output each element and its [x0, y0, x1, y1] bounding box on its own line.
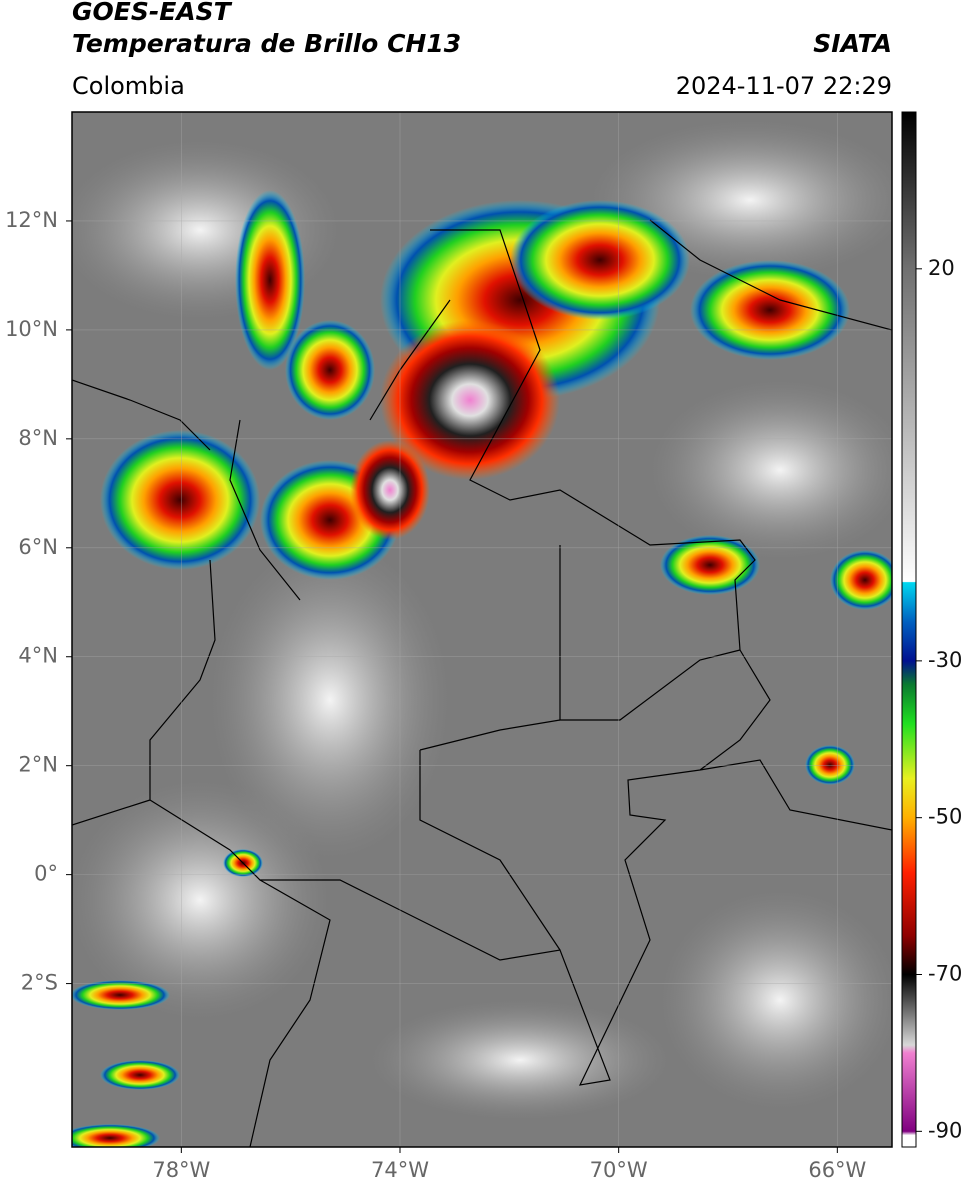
- storm: [690, 260, 850, 360]
- x-tick-label: 74°W: [371, 1158, 429, 1182]
- storm: [72, 1124, 160, 1147]
- storm: [510, 200, 690, 320]
- y-tick-label: 12°N: [5, 208, 58, 232]
- storm: [830, 550, 892, 610]
- border-line: [430, 229, 771, 771]
- storm: [285, 320, 375, 420]
- storm: [805, 745, 855, 785]
- storm: [350, 440, 430, 540]
- storm: [100, 430, 260, 570]
- colorbar-tick-label: -30: [928, 648, 962, 672]
- cloud: [660, 890, 892, 1110]
- y-tick-label: 0°: [34, 862, 58, 886]
- colorbar-tick-label: 20: [928, 256, 955, 280]
- source: SIATA: [813, 29, 892, 58]
- region: Colombia: [72, 72, 185, 100]
- datetime: 2024-11-07 22:29: [676, 72, 892, 100]
- colorbar-tick-label: -70: [928, 962, 962, 986]
- border-line: [419, 719, 561, 951]
- border-line: [72, 559, 892, 1086]
- colorbar: [901, 111, 917, 1148]
- borders: [72, 219, 892, 1147]
- cloud: [650, 380, 892, 560]
- x-tick-label: 78°W: [152, 1158, 210, 1182]
- cloud: [72, 780, 330, 1020]
- storm: [235, 190, 305, 370]
- storm: [72, 980, 170, 1010]
- y-tick-label: 6°N: [18, 535, 58, 559]
- y-tick-label: 2°S: [21, 971, 58, 995]
- storm: [100, 1060, 180, 1090]
- x-tick-label: 70°W: [590, 1158, 648, 1182]
- y-tick-label: 4°N: [18, 644, 58, 668]
- y-tick-label: 10°N: [5, 317, 58, 341]
- colorbar-tick-label: -50: [928, 805, 962, 829]
- storm: [380, 320, 560, 480]
- border-line: [249, 879, 331, 1147]
- cloud: [370, 1000, 670, 1120]
- imagery: [72, 112, 892, 1147]
- y-tick-label: 8°N: [18, 426, 58, 450]
- cloud: [210, 540, 450, 860]
- x-tick-label: 66°W: [808, 1158, 866, 1182]
- subtitle: Temperatura de Brillo CH13: [72, 29, 461, 58]
- border-line: [72, 379, 301, 601]
- graticule: [72, 112, 892, 1147]
- colorbar-tick-label: -90: [928, 1118, 962, 1142]
- y-tick-label: 2°N: [18, 753, 58, 777]
- title: GOES-EAST: [72, 0, 233, 26]
- map-frame: [71, 111, 893, 1148]
